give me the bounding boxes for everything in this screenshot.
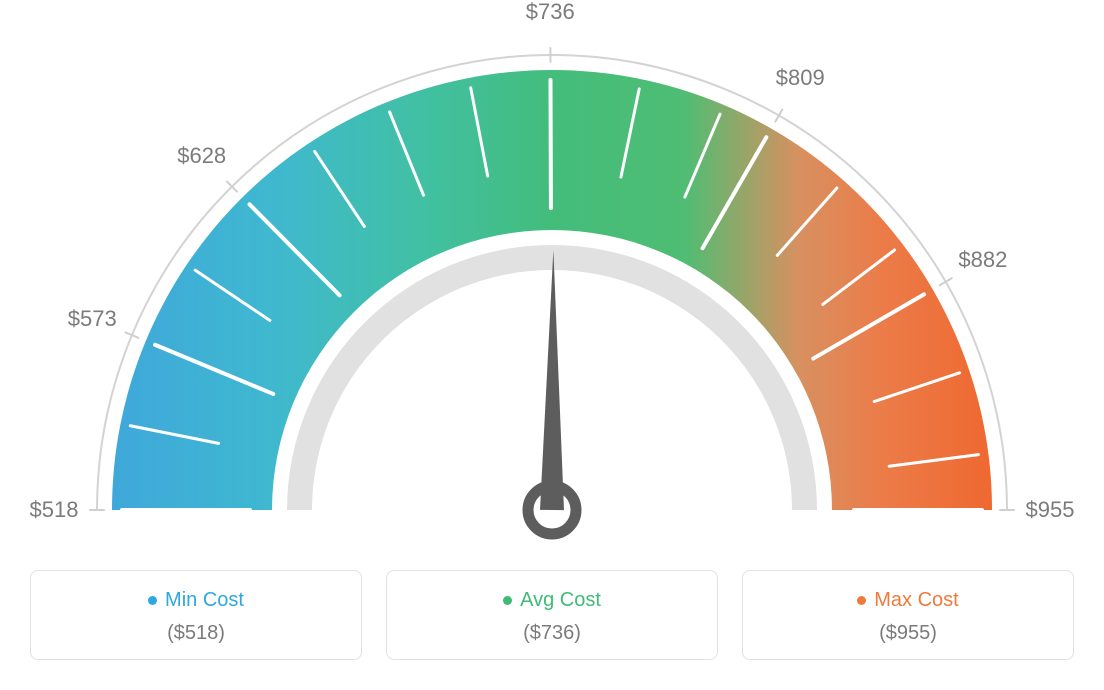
gauge-area: $518 $573 $628 $736 $809 $882 $955: [0, 0, 1104, 560]
legend-row: Min Cost ($518) Avg Cost ($736) Max Cost…: [0, 570, 1104, 660]
gauge-tick-label: $955: [1026, 497, 1075, 523]
dot-icon: [857, 596, 866, 605]
gauge-tick-label: $518: [30, 497, 79, 523]
legend-value-min: ($518): [41, 622, 351, 645]
gauge-tick-label: $736: [526, 0, 575, 25]
gauge-svg: [0, 0, 1104, 560]
legend-card-min: Min Cost ($518): [30, 570, 362, 660]
gauge-tick-label: $628: [177, 143, 226, 169]
legend-value-avg: ($736): [397, 622, 707, 645]
gauge-tick-label: $809: [776, 65, 825, 91]
dot-icon: [148, 596, 157, 605]
legend-title-min: Min Cost: [148, 589, 244, 612]
legend-card-max: Max Cost ($955): [742, 570, 1074, 660]
chart-container: $518 $573 $628 $736 $809 $882 $955 Min Cost ($…: [0, 0, 1104, 690]
dot-icon: [503, 596, 512, 605]
legend-value-max: ($955): [753, 622, 1063, 645]
legend-title-avg: Avg Cost: [503, 589, 601, 612]
legend-label-max: Max Cost: [874, 589, 958, 612]
legend-label-avg: Avg Cost: [520, 589, 601, 612]
gauge-tick-label: $882: [958, 247, 1007, 273]
legend-label-min: Min Cost: [165, 589, 244, 612]
legend-title-max: Max Cost: [857, 589, 958, 612]
gauge-tick-label: $573: [68, 306, 117, 332]
legend-card-avg: Avg Cost ($736): [386, 570, 718, 660]
